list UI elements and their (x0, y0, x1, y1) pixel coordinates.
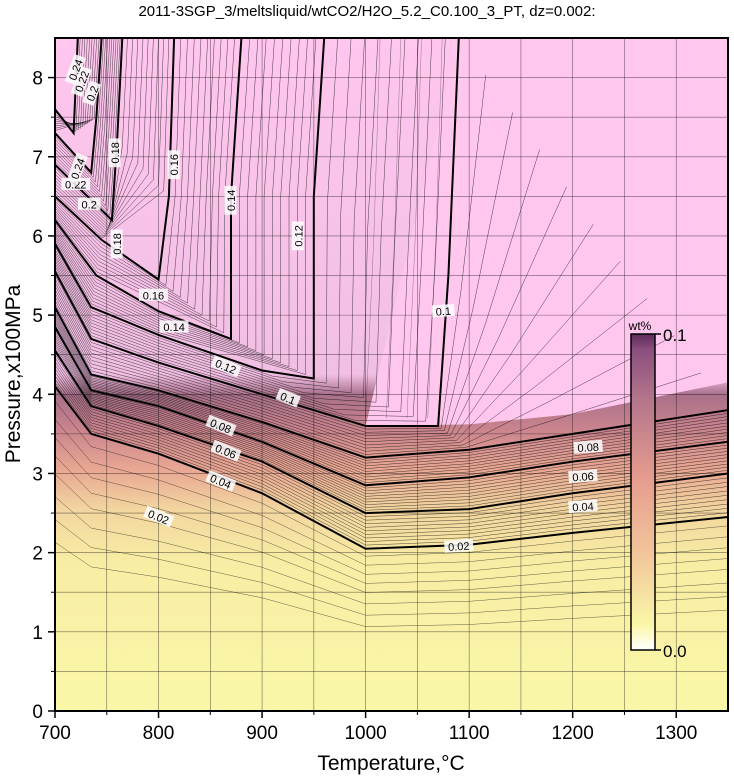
minor-contour (55, 38, 379, 398)
contour-label: 0.1 (431, 303, 455, 319)
minor-contour (55, 38, 182, 286)
contour-label: 0.16 (167, 150, 181, 180)
contour-label-text: 0.12 (293, 225, 305, 246)
colorbar-gradient (630, 333, 656, 651)
minor-contour (55, 38, 433, 417)
y-tick-label: 1 (32, 623, 43, 644)
minor-contour (55, 38, 159, 235)
minor-contour (55, 38, 292, 363)
colorbar-min-label: 0.0 (663, 642, 687, 661)
x-tick-label: 1200 (552, 723, 594, 744)
contour-label-text: 0.16 (143, 290, 164, 302)
minor-contour (55, 38, 352, 389)
minor-contour (55, 38, 128, 223)
contour-label-text: 0.02 (448, 541, 470, 554)
contour-label: 0.2 (77, 197, 101, 211)
contour-label-text: 0.22 (65, 180, 86, 192)
minor-contour (55, 38, 222, 322)
y-axis-label: Pressure,x100MPa (2, 284, 25, 463)
contour-label: 0.02 (443, 538, 474, 554)
minor-contour (55, 38, 406, 408)
contour-label: 0.18 (110, 229, 124, 259)
y-tick-label: 3 (32, 464, 43, 485)
pink-fill-right (365, 38, 728, 426)
minor-contour (55, 38, 170, 239)
chart-title: 2011-3SGP_3/meltsliquid/wtCO2/H2O_5.2_C0… (138, 3, 595, 20)
contour-label-text: 0.2 (85, 85, 102, 103)
y-tick-label: 5 (32, 306, 43, 327)
contour-label: 0.18 (108, 138, 122, 168)
colorbar-unit: wt% (628, 319, 652, 333)
contour-label-text: 0.1 (278, 391, 297, 408)
contour-label-text: 0.1 (435, 306, 451, 319)
contour-0.18 (55, 38, 124, 223)
contour-label-text: 0.16 (169, 154, 181, 175)
x-tick-label: 1100 (449, 723, 490, 744)
contour-label-text: 0.18 (112, 233, 124, 254)
minor-contour (55, 38, 284, 360)
contour-label: 0.16 (139, 288, 168, 302)
contour-label-text: 0.04 (572, 501, 594, 514)
contour-label: 0.14 (159, 320, 189, 334)
x-tick-label: 700 (39, 723, 71, 744)
contour-label: 0.22 (61, 178, 91, 192)
contour-0.14 (55, 38, 243, 341)
y-tick-label: 4 (32, 385, 43, 406)
minor-contour (55, 38, 338, 384)
minor-contour (55, 38, 308, 371)
minor-contour (55, 38, 365, 393)
minor-contour (55, 38, 259, 348)
y-tick-label: 7 (32, 148, 43, 169)
contour-label-text: 0.14 (226, 190, 238, 211)
y-tick-label: 0 (32, 702, 43, 723)
x-axis-label: Temperature,°C (317, 752, 464, 775)
contour-label-text: 0.14 (163, 322, 184, 334)
minor-contour (55, 38, 419, 412)
colorbar-max-label: 0.1 (663, 326, 687, 345)
contour-label-text: 0.08 (577, 442, 599, 455)
minor-contour (55, 38, 275, 356)
minor-contour (55, 38, 235, 334)
x-tick-label: 900 (246, 723, 278, 744)
contour-label-text: 0.2 (82, 199, 97, 211)
minor-contour (55, 38, 250, 344)
contour-label: 0.2 (82, 80, 102, 106)
pink-region (365, 38, 728, 426)
x-tick-label: 800 (143, 723, 175, 744)
y-tick-label: 8 (32, 69, 43, 90)
contour-label: 0.14 (224, 185, 238, 215)
minor-contour (55, 38, 133, 225)
minor-contour (55, 38, 195, 298)
y-tick-label: 6 (32, 227, 43, 248)
minor-contour (55, 38, 229, 328)
y-axis: 0 1 2 3 4 5 6 7 8 (32, 69, 55, 723)
contour-label-text: 0.06 (572, 471, 594, 484)
contour-label: 0.08 (573, 439, 603, 455)
minor-contour (55, 38, 317, 375)
minor-contour (55, 38, 164, 237)
minor-contour (55, 38, 300, 367)
minor-contour (55, 38, 446, 422)
contour-label: 0.12 (291, 221, 305, 251)
plot-frame (54, 37, 729, 712)
minor-contour (55, 38, 208, 310)
contour-label: 0.06 (568, 469, 598, 484)
minor-contour (55, 38, 202, 304)
contour-label: 0.1 (275, 388, 301, 408)
colorbar: wt% 0.1 0.0 (628, 319, 687, 661)
x-tick-label: 1000 (344, 723, 386, 744)
y-tick-label: 2 (32, 544, 43, 565)
x-tick-label: 1300 (655, 723, 697, 744)
minor-contour (55, 38, 188, 292)
x-axis: 700 800 900 1000 1100 1200 1300 (39, 711, 697, 744)
grid-lines (55, 38, 728, 711)
contour-label-text: 0.18 (110, 142, 122, 163)
contour-label: 0.04 (568, 499, 598, 514)
